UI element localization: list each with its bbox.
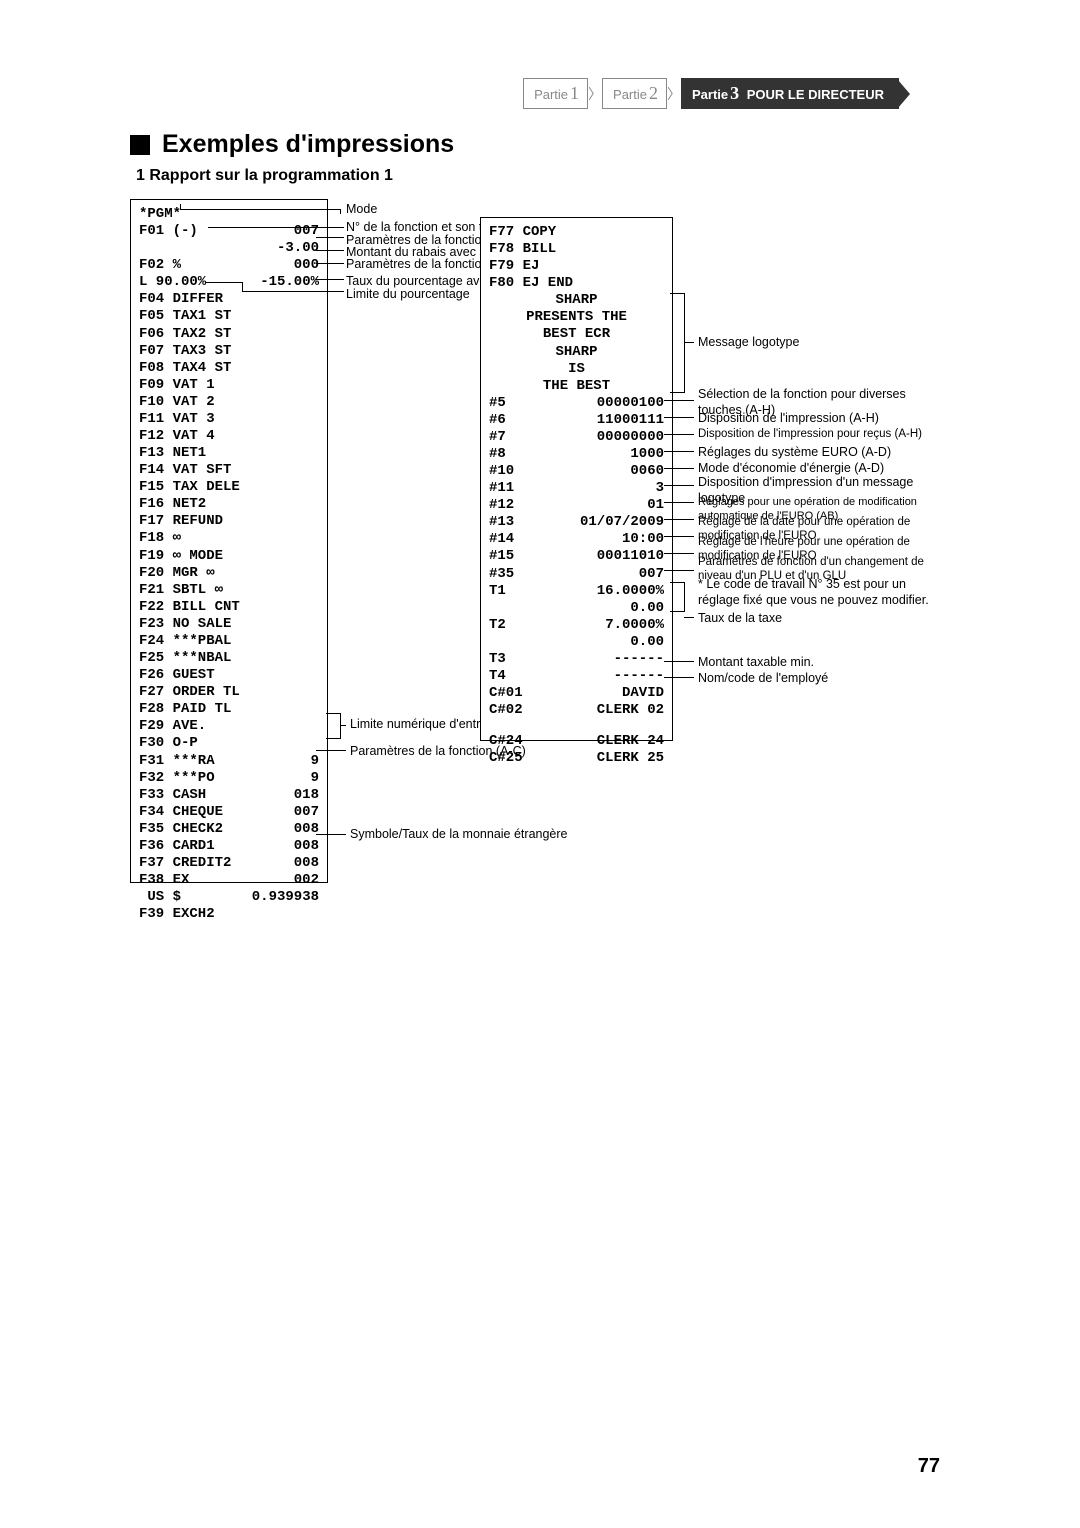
diagram: *PGM* F01 (-)007 -3.00 F02 %000 L 90.00%…: [130, 199, 990, 899]
page-number: 77: [918, 1455, 940, 1478]
breadcrumb: Partie1 〉 Partie2 〉 Partie3 POUR LE DIRE…: [523, 78, 910, 109]
annot-pct-limit: Limite du pourcentage: [346, 287, 470, 303]
annot-r6: Disposition de l'impression (A-H): [698, 411, 879, 427]
receipt-line: F04 DIFFER: [139, 291, 223, 307]
section-heading: Exemples d'impressions: [130, 130, 990, 159]
annot-fx: Symbole/Taux de la monnaie étrangère: [350, 827, 568, 843]
bc-active: POUR LE DIRECTEUR: [743, 87, 884, 102]
annot-tax: Taux de la taxe: [698, 611, 782, 627]
bc-label: Partie: [534, 87, 568, 102]
receipt-line: *PGM*: [139, 206, 181, 222]
breadcrumb-arrow-icon: [898, 80, 910, 108]
annot-r8: Réglages du système EURO (A-D): [698, 445, 891, 461]
bc-num: 2: [647, 83, 658, 103]
annot-logo: Message logotype: [698, 335, 799, 351]
bc-num: 1: [568, 83, 579, 103]
annot-fn-param2: Paramètres de la fonction: [346, 257, 488, 273]
receipt-left: *PGM* F01 (-)007 -3.00 F02 %000 L 90.00%…: [130, 199, 328, 883]
breadcrumb-part1: Partie1: [523, 78, 588, 109]
bc-label: Partie: [692, 87, 728, 102]
bc-label: Partie: [613, 87, 647, 102]
heading-text: Exemples d'impressions: [162, 130, 454, 159]
annot-r35: * Le code de travail N° 35 est pour un r…: [698, 577, 948, 608]
breadcrumb-part3: Partie3 POUR LE DIRECTEUR: [681, 78, 899, 109]
bc-num: 3: [728, 83, 739, 103]
breadcrumb-part2: Partie2: [602, 78, 667, 109]
annot-mode: Mode: [346, 202, 377, 218]
square-icon: [130, 135, 150, 155]
annot-r7: Disposition de l'impression pour reçus (…: [698, 427, 922, 441]
section-subheading: 1 Rapport sur la programmation 1: [136, 167, 990, 185]
annot-entry-limit: Limite numérique d'entrée: [350, 717, 494, 733]
annot-taxmin: Montant taxable min.: [698, 655, 814, 671]
annot-clerk: Nom/code de l'employé: [698, 671, 828, 687]
receipt-right: F77 COPY F78 BILL F79 EJ F80 EJ END SHAR…: [480, 217, 673, 741]
